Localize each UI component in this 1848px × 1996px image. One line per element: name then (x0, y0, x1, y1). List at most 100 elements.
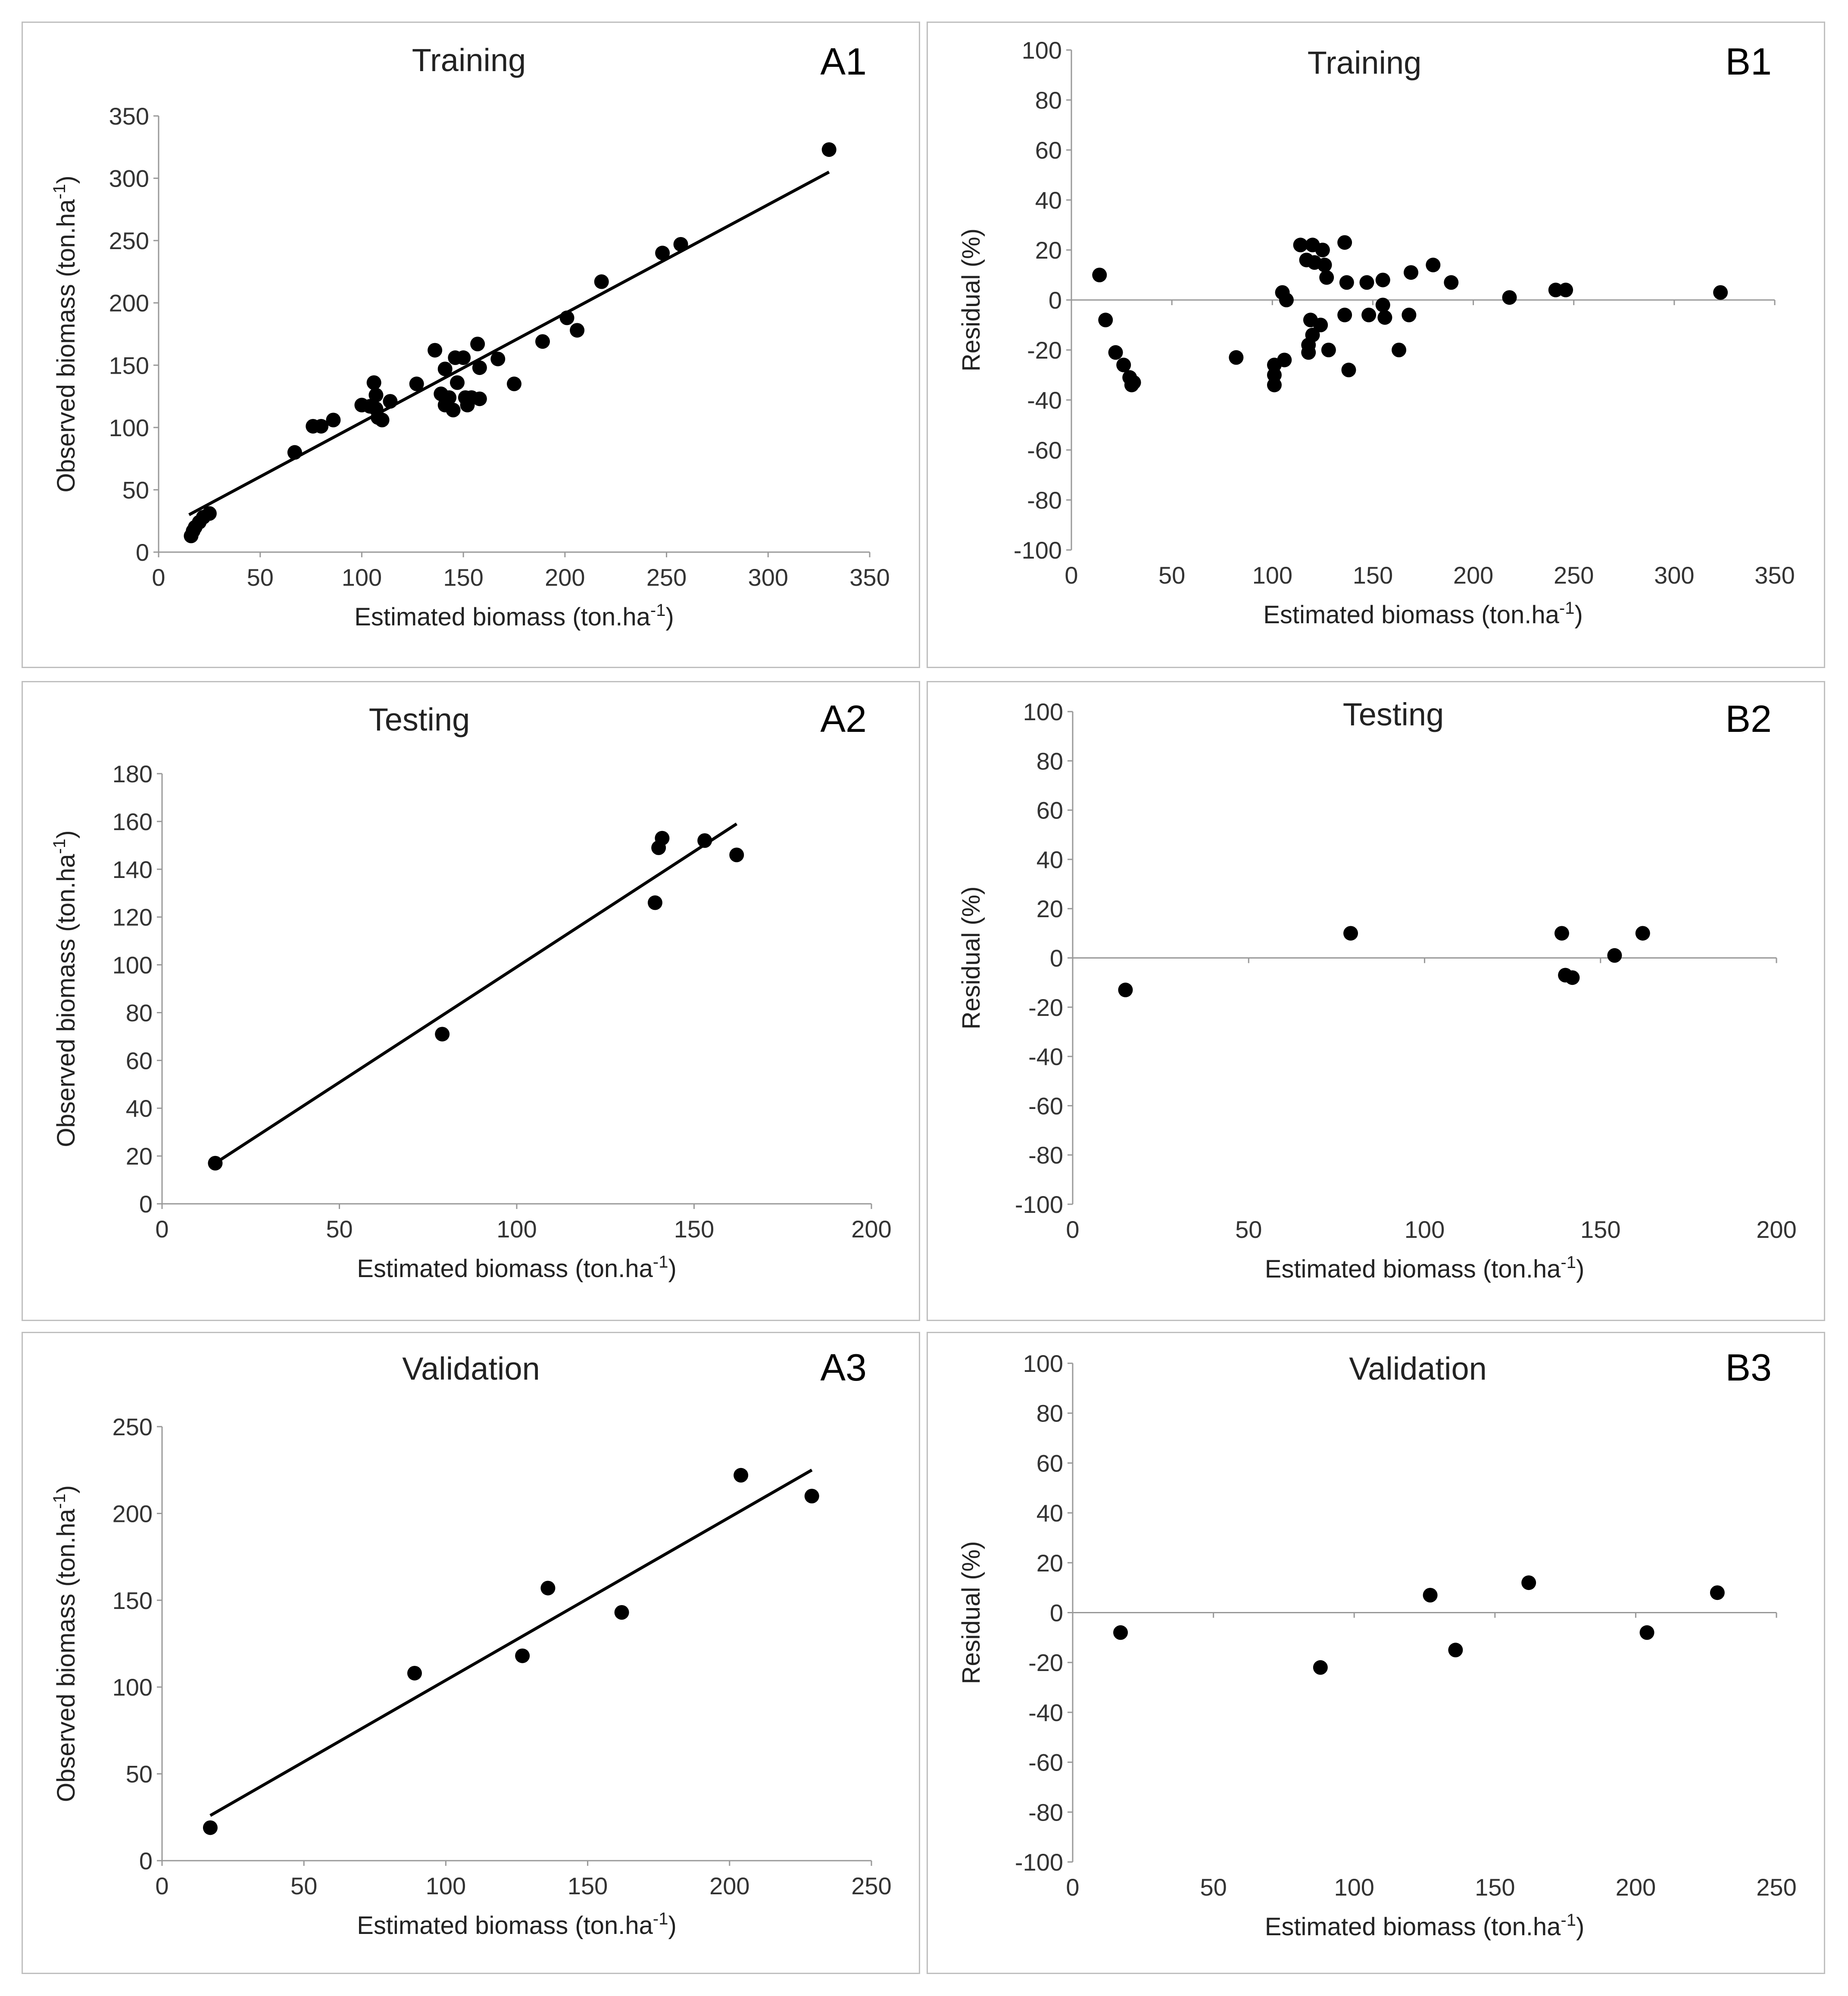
data-point (470, 337, 485, 352)
x-tick-label: 100 (1405, 1216, 1445, 1243)
panel-label: A3 (820, 1346, 867, 1389)
panel-label: A2 (820, 697, 867, 740)
y-tick-label: 0 (1050, 1599, 1063, 1627)
data-point (437, 361, 453, 376)
data-point (456, 350, 471, 365)
data-point (1558, 282, 1573, 297)
chart-a1: Training A1 0 50 100 150 200 250 300 350 0 50 100 150… (50, 40, 890, 631)
data-point (1392, 343, 1407, 357)
y-tick-label: -20 (1028, 1649, 1063, 1676)
y-tick-label: -100 (1014, 537, 1062, 564)
panel-label: A1 (820, 40, 867, 83)
data-point (1108, 345, 1123, 360)
chart-a2: Testing A2 0 20 40 60 80 100 120 140 160 180 0 50 100 1… (50, 697, 892, 1283)
x-tick-label: 100 (1334, 1874, 1374, 1901)
y-tick-label: -80 (1028, 1142, 1063, 1169)
data-point (655, 246, 670, 261)
y-tick-label: 80 (1036, 1400, 1063, 1427)
x-tick-label: 300 (1654, 562, 1694, 589)
x-tick-label: 100 (1252, 562, 1292, 589)
y-tick-label: 60 (126, 1047, 153, 1074)
data-point (507, 376, 521, 391)
x-tick-label: 200 (1453, 562, 1493, 589)
y-axis-title-sup: -1 (50, 184, 69, 200)
x-tick-label: 50 (326, 1215, 353, 1243)
data-point (1607, 948, 1622, 963)
y-tick-label: 100 (112, 952, 153, 979)
y-tick-label: 60 (1035, 137, 1062, 164)
data-point (1092, 268, 1107, 282)
y-tick-label: 20 (1036, 1549, 1063, 1577)
x-tick-label: 0 (1064, 562, 1078, 589)
x-tick-label: 250 (646, 564, 687, 591)
y-axis-title: Observed biomass (ton.ha-1) (50, 1485, 80, 1802)
y-tick-label: 60 (1036, 797, 1063, 824)
data-point (1713, 285, 1728, 300)
data-point (1337, 235, 1352, 250)
y-axis-title-sup: -1 (50, 839, 69, 854)
y-tick-label: -80 (1028, 1799, 1063, 1826)
data-point (570, 323, 585, 338)
data-point (1359, 275, 1374, 290)
data-point (1444, 275, 1459, 290)
y-tick-label: -40 (1028, 1699, 1063, 1726)
data-point (1404, 265, 1419, 280)
data-point (1375, 297, 1390, 312)
x-axis-title-sup: -1 (1561, 1253, 1576, 1272)
y-tick-label: 50 (122, 476, 149, 503)
y-axis-title: Observed biomass (ton.ha-1) (50, 830, 80, 1147)
y-tick-label: 100 (109, 414, 149, 441)
x-axis-title: Estimated biomass (ton.ha-1) (1265, 1253, 1585, 1283)
data-point (1301, 345, 1316, 360)
data-point (1313, 1660, 1328, 1675)
x-tick-label: 350 (849, 564, 890, 591)
x-tick-label: 150 (1580, 1216, 1620, 1243)
x-tick-label: 350 (1754, 562, 1795, 589)
y-tick-label: 20 (126, 1143, 153, 1170)
y-tick-label: 40 (1035, 187, 1062, 214)
x-axis-title-close: ) (1576, 1255, 1584, 1283)
x-tick-label: 200 (1756, 1216, 1796, 1243)
data-point (804, 1489, 819, 1504)
data-point (1277, 353, 1292, 368)
x-axis-title-text: Estimated biomass (ton.ha (357, 1255, 653, 1283)
panel-b1: Training B1 -100 -80 -60 -40 -20 0 20 40 60 80 100 0 5… (927, 22, 1825, 668)
data-point (673, 237, 688, 252)
data-point (1113, 1625, 1128, 1640)
y-tick-label: 350 (109, 103, 149, 130)
data-point (428, 343, 443, 358)
panel-label: B1 (1725, 40, 1772, 83)
y-tick-label: 0 (1049, 287, 1062, 314)
y-tick-label: -20 (1028, 994, 1063, 1021)
x-tick-label: 50 (1200, 1874, 1227, 1901)
y-tick-label: 250 (112, 1413, 153, 1440)
panel-label: B2 (1725, 697, 1772, 740)
data-point (1423, 1588, 1438, 1603)
chart-title: Training (1308, 45, 1422, 81)
x-tick-label: 0 (1066, 1216, 1079, 1243)
y-axis-title: Residual (%) (957, 887, 985, 1030)
y-tick-label: 40 (1036, 1499, 1063, 1527)
y-tick-label: -100 (1015, 1191, 1063, 1218)
x-tick-label: 150 (568, 1872, 608, 1899)
panel-a2: Testing A2 0 20 40 60 80 100 120 140 160 180 0 50 100 1… (22, 681, 920, 1321)
x-tick-label: 50 (247, 564, 274, 591)
x-axis-title-close: ) (665, 603, 674, 631)
x-axis-title-text: Estimated biomass (ton.ha (1263, 601, 1559, 629)
y-axis-title-close: ) (52, 830, 80, 838)
y-tick-label: 0 (136, 539, 149, 566)
y-tick-label: 0 (139, 1190, 153, 1218)
y-axis-title: Observed biomass (ton.ha-1) (50, 175, 80, 492)
x-axis-title-sup: -1 (1559, 599, 1575, 618)
data-point (383, 394, 398, 409)
x-tick-label: 150 (1353, 562, 1393, 589)
data-point (1635, 926, 1650, 941)
chart-b1: Training B1 -100 -80 -60 -40 -20 0 20 40 60 80 100 0 5… (957, 37, 1795, 629)
x-axis-title: Estimated biomass (ton.ha-1) (357, 1253, 677, 1283)
data-point (1337, 307, 1352, 322)
y-tick-label: -60 (1027, 437, 1062, 464)
chart-b3: Validation B3 -100 -80 -60 -40 -20 0 20 40 60 80 100… (957, 1346, 1797, 1941)
y-tick-label: 80 (1036, 747, 1063, 775)
data-point (1118, 982, 1133, 997)
data-point (203, 1820, 218, 1835)
